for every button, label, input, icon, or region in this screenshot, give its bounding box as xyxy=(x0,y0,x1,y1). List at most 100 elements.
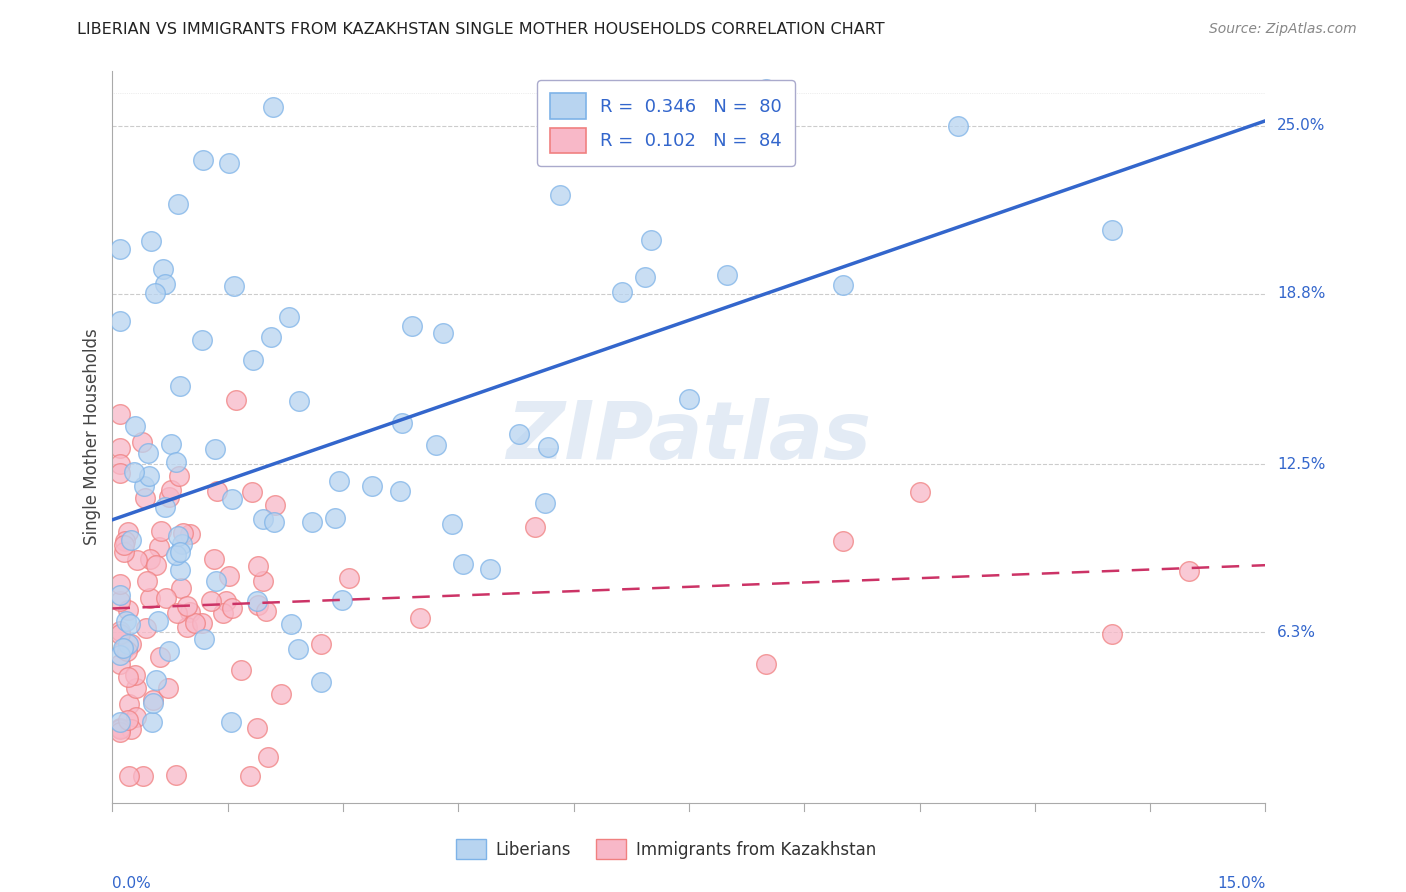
Point xyxy=(179,526,201,541)
Point xyxy=(634,270,657,285)
Point xyxy=(409,611,432,625)
Point xyxy=(330,593,353,607)
Point xyxy=(1177,564,1199,578)
Point xyxy=(440,516,463,531)
Point xyxy=(110,588,132,602)
Point xyxy=(136,446,159,460)
Point xyxy=(287,642,309,657)
Point xyxy=(112,538,135,552)
Point xyxy=(179,605,201,619)
Point xyxy=(946,120,969,134)
Point xyxy=(328,474,350,488)
Point xyxy=(165,548,187,562)
Text: Source: ZipAtlas.com: Source: ZipAtlas.com xyxy=(1209,22,1357,37)
Point xyxy=(145,558,167,572)
Point xyxy=(117,524,139,539)
Point xyxy=(108,457,131,471)
Point xyxy=(640,233,662,247)
Point xyxy=(280,616,302,631)
Point xyxy=(108,408,131,422)
Point xyxy=(114,614,136,628)
Point xyxy=(108,314,131,328)
Point xyxy=(157,681,180,695)
Point xyxy=(207,483,229,498)
Point xyxy=(169,545,191,559)
Point xyxy=(169,379,191,393)
Point xyxy=(167,469,190,483)
Point xyxy=(610,285,633,299)
Point xyxy=(242,352,264,367)
Point xyxy=(172,526,194,541)
Point xyxy=(219,714,242,729)
Point xyxy=(309,637,332,651)
Text: 18.8%: 18.8% xyxy=(1277,286,1326,301)
Point xyxy=(218,155,240,169)
Point xyxy=(239,769,262,783)
Point xyxy=(108,242,131,256)
Point xyxy=(215,594,238,608)
Point xyxy=(121,533,143,548)
Text: 25.0%: 25.0% xyxy=(1277,118,1326,133)
Point xyxy=(479,562,502,576)
Point xyxy=(193,153,215,167)
Point xyxy=(323,511,346,525)
Point xyxy=(260,329,283,343)
Text: 6.3%: 6.3% xyxy=(1277,624,1316,640)
Point xyxy=(432,326,454,340)
Point xyxy=(108,723,131,737)
Point xyxy=(112,545,135,559)
Point xyxy=(257,750,280,764)
Point xyxy=(108,627,131,641)
Point xyxy=(1101,223,1123,237)
Point xyxy=(204,574,226,589)
Point xyxy=(167,197,190,211)
Point xyxy=(240,485,263,500)
Point xyxy=(301,515,323,529)
Point xyxy=(124,681,146,695)
Point xyxy=(157,644,180,658)
Point xyxy=(139,552,162,566)
Point xyxy=(148,541,170,555)
Point xyxy=(108,441,131,455)
Point xyxy=(170,581,193,595)
Point xyxy=(112,641,135,656)
Point xyxy=(108,467,131,481)
Point xyxy=(425,438,447,452)
Point xyxy=(149,649,172,664)
Point xyxy=(264,498,287,512)
Point xyxy=(524,520,547,534)
Point xyxy=(204,442,226,456)
Point xyxy=(118,616,141,631)
Point xyxy=(191,333,214,347)
Point xyxy=(108,657,131,671)
Point xyxy=(114,533,136,548)
Point xyxy=(117,644,139,658)
Point xyxy=(176,599,198,613)
Point xyxy=(176,620,198,634)
Point xyxy=(755,81,778,95)
Point xyxy=(254,604,277,618)
Point xyxy=(134,479,156,493)
Point xyxy=(169,563,191,577)
Point xyxy=(548,187,571,202)
Point xyxy=(155,277,177,292)
Point xyxy=(166,606,188,620)
Point xyxy=(200,594,222,608)
Legend: Liberians, Immigrants from Kazakhstan: Liberians, Immigrants from Kazakhstan xyxy=(447,830,884,868)
Point xyxy=(142,697,165,711)
Text: 15.0%: 15.0% xyxy=(1218,876,1265,891)
Text: 0.0%: 0.0% xyxy=(112,876,152,891)
Point xyxy=(124,419,146,434)
Point xyxy=(191,616,214,631)
Point xyxy=(246,599,269,613)
Point xyxy=(231,663,253,677)
Point xyxy=(262,100,284,114)
Point xyxy=(252,512,274,526)
Point xyxy=(139,591,162,606)
Point xyxy=(117,637,139,651)
Point xyxy=(166,529,188,543)
Point xyxy=(755,657,778,672)
Point xyxy=(225,393,247,408)
Point xyxy=(246,559,269,574)
Point xyxy=(1101,626,1123,640)
